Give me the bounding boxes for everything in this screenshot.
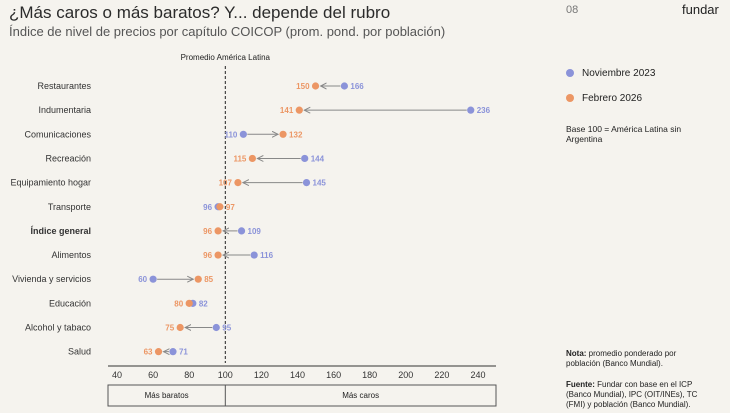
x-tick-label: 120 bbox=[254, 370, 269, 380]
source-label: Fuente: bbox=[566, 380, 595, 389]
value-label-feb2026: 96 bbox=[203, 251, 212, 260]
value-label-feb2026: 132 bbox=[289, 130, 303, 139]
value-label-feb2026: 63 bbox=[144, 348, 153, 357]
point-feb2026 bbox=[295, 106, 303, 114]
value-label-nov2023: 236 bbox=[477, 106, 491, 115]
point-feb2026 bbox=[216, 203, 224, 211]
source-text: Fundar con base en el ICP (Banco Mundial… bbox=[566, 380, 698, 409]
category-label: Salud bbox=[68, 347, 91, 357]
point-nov2023 bbox=[250, 251, 258, 259]
value-label-feb2026: 141 bbox=[280, 106, 294, 115]
zone-bar bbox=[107, 384, 497, 407]
point-feb2026 bbox=[194, 275, 202, 283]
value-label-feb2026: 85 bbox=[204, 275, 213, 284]
base-note: Base 100 = América Latina sin Argentina bbox=[566, 124, 682, 144]
point-feb2026 bbox=[185, 299, 193, 307]
note-label: Nota: bbox=[566, 349, 587, 358]
page-number: 08 bbox=[566, 4, 579, 16]
x-tick-label: 180 bbox=[362, 370, 377, 380]
value-label-feb2026: 80 bbox=[174, 299, 183, 308]
legend-item-feb2026: Febrero 2026 bbox=[566, 91, 655, 105]
x-tick-label: 200 bbox=[398, 370, 413, 380]
point-nov2023 bbox=[237, 227, 246, 235]
category-label: Alcohol y tabaco bbox=[25, 323, 91, 333]
value-label-feb2026: 97 bbox=[226, 203, 235, 212]
x-tick-label: 60 bbox=[148, 370, 158, 380]
value-label-nov2023: 95 bbox=[222, 324, 231, 333]
category-label: Transporte bbox=[48, 202, 91, 212]
value-label-feb2026: 96 bbox=[203, 227, 212, 236]
page-subtitle: Índice de nivel de precios por capítulo … bbox=[9, 24, 446, 39]
category-label: Educación bbox=[49, 298, 91, 308]
point-feb2026 bbox=[248, 154, 256, 163]
footnote: Nota: promedio ponderado por población (… bbox=[566, 349, 706, 369]
value-label-nov2023: 82 bbox=[199, 299, 208, 308]
category-label: Comunicaciones bbox=[24, 129, 91, 139]
value-label-nov2023: 166 bbox=[350, 82, 364, 91]
point-nov2023 bbox=[169, 348, 177, 356]
value-label-nov2023: 71 bbox=[179, 348, 188, 357]
x-tick-label: 240 bbox=[470, 370, 485, 380]
category-label: Recreación bbox=[45, 153, 91, 163]
x-tick-label: 80 bbox=[184, 370, 194, 380]
zone-label-cheaper: Más baratos bbox=[145, 391, 189, 400]
zone-label-pricier: Más caros bbox=[342, 391, 379, 400]
legend-label: Febrero 2026 bbox=[582, 92, 643, 104]
point-nov2023 bbox=[302, 179, 311, 187]
page-title: ¿Más caros o más baratos? Y... depende d… bbox=[9, 3, 391, 22]
legend-dot-icon bbox=[566, 94, 574, 102]
value-label-nov2023: 60 bbox=[138, 275, 147, 284]
category-label: Indumentaria bbox=[38, 105, 91, 115]
value-label-nov2023: 145 bbox=[313, 179, 327, 188]
legend-dot-icon bbox=[566, 69, 574, 77]
point-feb2026 bbox=[279, 130, 287, 138]
point-feb2026 bbox=[154, 348, 163, 356]
x-tick-label: 160 bbox=[326, 370, 341, 380]
value-label-feb2026: 107 bbox=[219, 179, 233, 188]
source-note: Fuente: Fundar con base en el ICP (Banco… bbox=[566, 380, 716, 410]
legend-item-nov2023: Noviembre 2023 bbox=[566, 66, 655, 80]
note-text: promedio ponderado por población (Banco … bbox=[566, 349, 677, 368]
value-label-feb2026: 115 bbox=[233, 154, 246, 163]
point-nov2023 bbox=[212, 323, 220, 332]
value-label-nov2023: 116 bbox=[260, 251, 273, 260]
point-nov2023 bbox=[340, 82, 349, 90]
category-label: Índice general bbox=[30, 226, 91, 236]
point-feb2026 bbox=[176, 323, 184, 332]
point-nov2023 bbox=[149, 275, 157, 283]
category-label: Vivienda y servicios bbox=[12, 274, 91, 284]
point-feb2026 bbox=[214, 227, 222, 235]
point-nov2023 bbox=[301, 154, 309, 163]
point-feb2026 bbox=[311, 82, 320, 90]
point-nov2023 bbox=[239, 130, 247, 138]
legend: Noviembre 2023 Febrero 2026 bbox=[566, 66, 655, 116]
value-label-nov2023: 109 bbox=[248, 227, 262, 236]
reference-line-label: Promedio América Latina bbox=[181, 53, 271, 62]
x-tick-label: 100 bbox=[218, 370, 233, 380]
point-nov2023 bbox=[467, 106, 475, 114]
value-label-nov2023: 110 bbox=[224, 130, 237, 139]
x-tick-label: 140 bbox=[290, 370, 305, 380]
value-label-nov2023: 144 bbox=[311, 154, 325, 163]
dumbbell-chart: Promedio América Latina Restaurantes 166 15… bbox=[10, 53, 497, 407]
legend-label: Noviembre 2023 bbox=[582, 67, 656, 79]
value-label-nov2023: 96 bbox=[203, 203, 212, 212]
value-label-feb2026: 75 bbox=[165, 324, 174, 333]
x-tick-label: 220 bbox=[434, 370, 449, 380]
point-feb2026 bbox=[214, 251, 222, 259]
point-feb2026 bbox=[234, 179, 242, 187]
brand-logo: fundar bbox=[682, 2, 719, 17]
x-tick-label: 40 bbox=[112, 370, 122, 380]
category-label: Alimentos bbox=[51, 250, 91, 260]
value-label-feb2026: 150 bbox=[296, 82, 310, 91]
category-label: Equipamiento hogar bbox=[10, 178, 91, 188]
category-label: Restaurantes bbox=[37, 81, 91, 91]
